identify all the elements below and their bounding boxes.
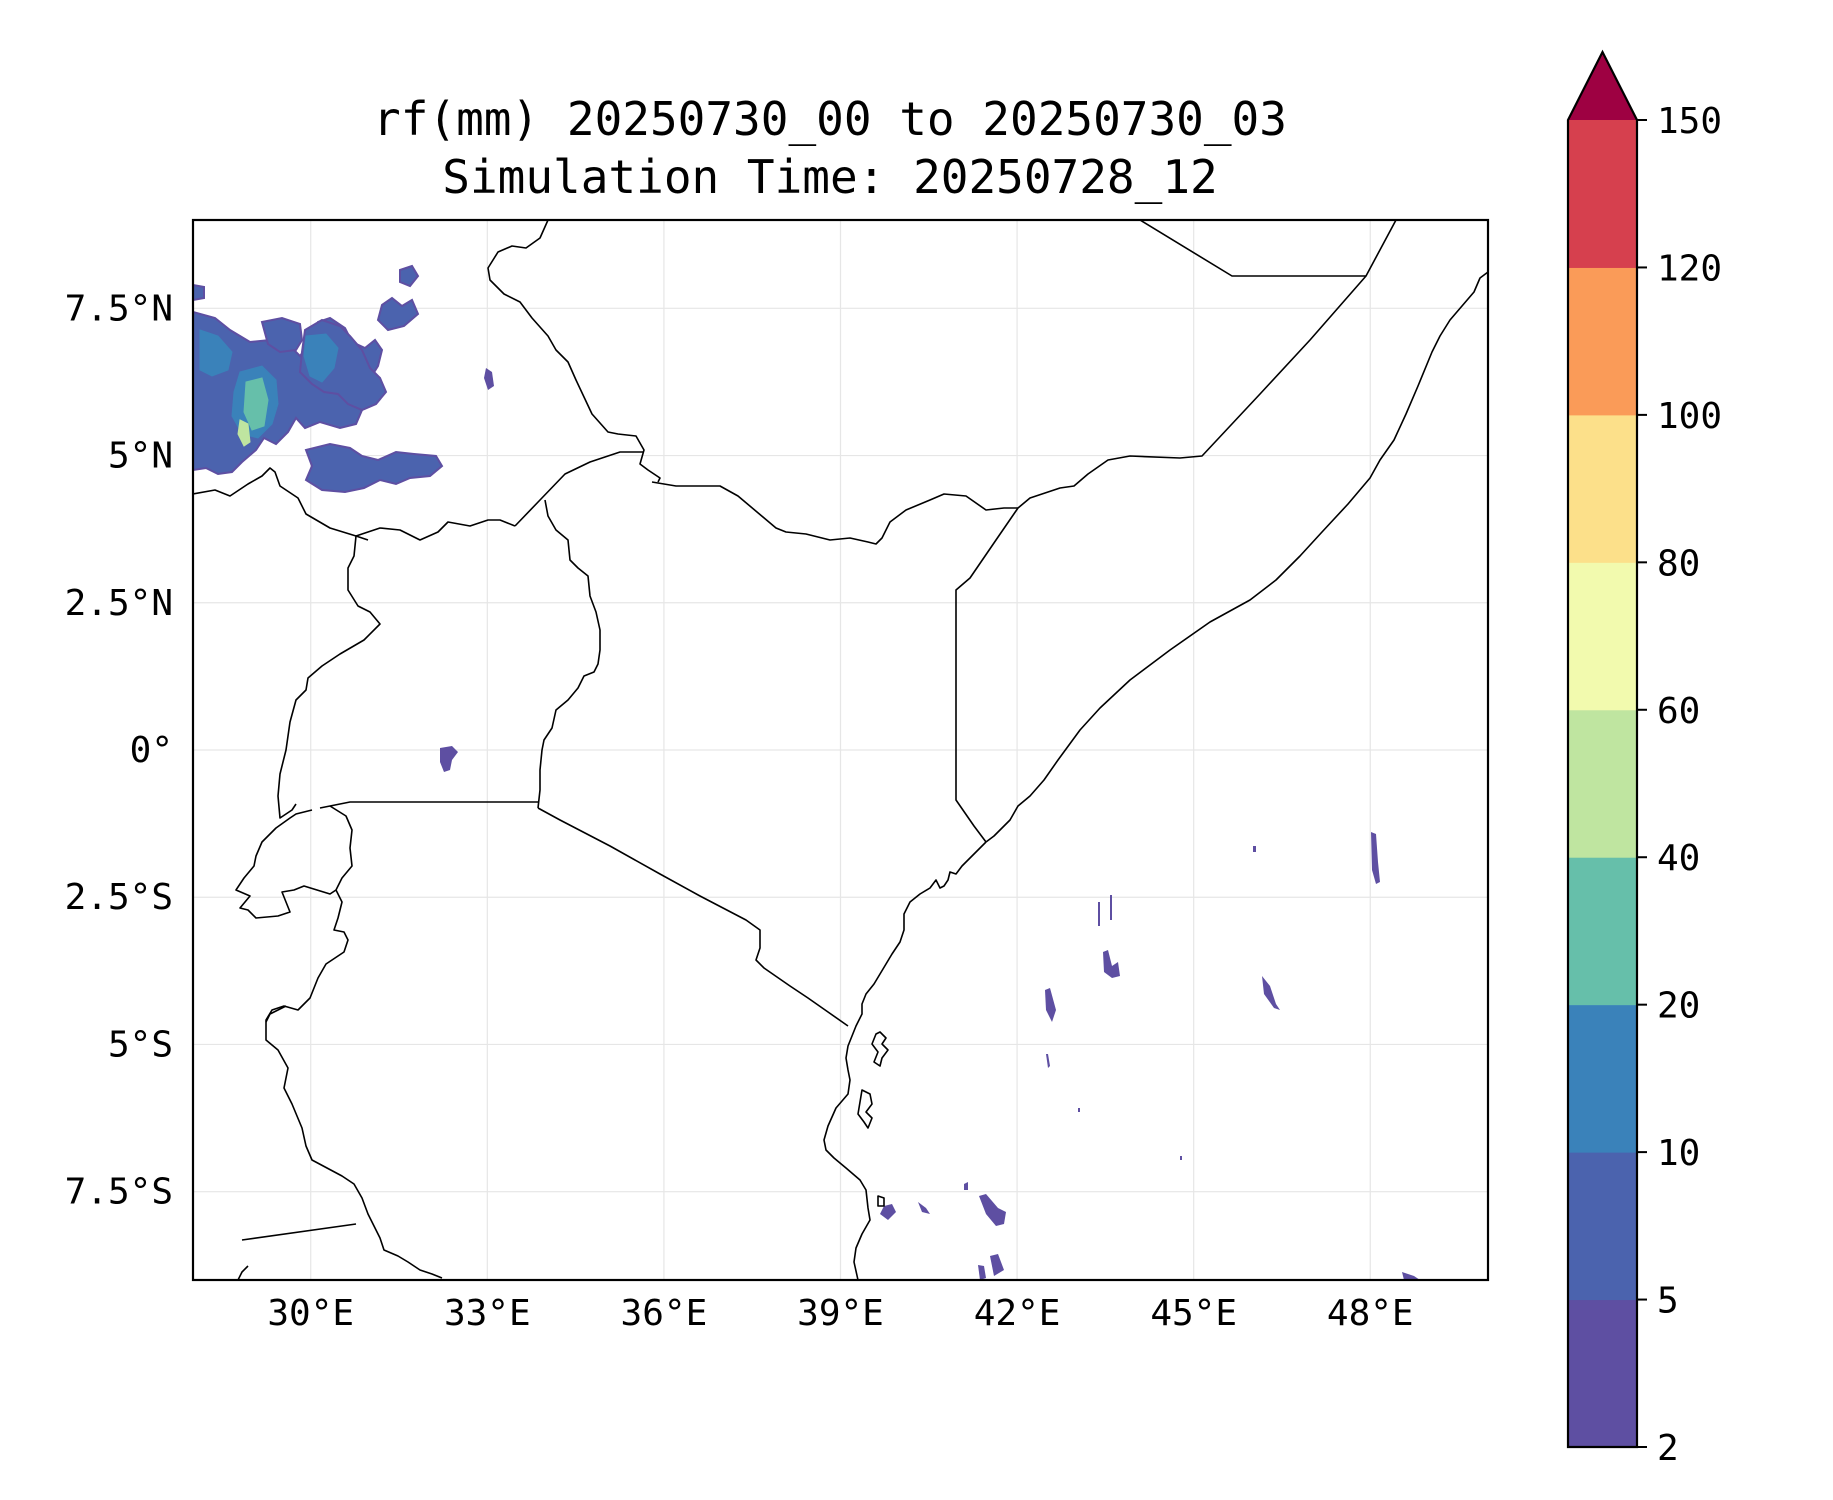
y-tick-label: 0° (130, 730, 173, 771)
y-tick-label: 5°N (108, 436, 173, 477)
colorbar-segment (1568, 1299, 1637, 1448)
x-tick-label: 33°E (444, 1293, 531, 1334)
colorbar-label: 100 (1657, 396, 1722, 437)
border-kenya-tanzania (537, 807, 849, 1027)
rain-area-south-sudan-6 (303, 333, 339, 383)
x-tick-label: 36°E (621, 1293, 708, 1334)
rain-cell-ocean-4 (1110, 895, 1112, 920)
rain-cell-ocean-5 (1098, 902, 1100, 926)
colorbar-segment (1568, 267, 1637, 416)
colorbar-segment (1568, 1152, 1637, 1301)
colorbar-segment (1568, 857, 1637, 1006)
colorbar-outline (1566, 49, 1639, 1449)
rain-cell-ocean-17 (964, 1182, 968, 1190)
rain-cell-lake-victoria (440, 746, 458, 772)
rainfall-field (193, 264, 1420, 1280)
colorbar-label: 20 (1657, 986, 1700, 1027)
rain-area-south-sudan-12 (193, 283, 205, 302)
rain-area-south-sudan-10 (376, 296, 420, 332)
coast-kenya-tanzania (823, 841, 987, 1280)
rain-cell-ocean-3 (1045, 988, 1056, 1022)
x-tick-label: 39°E (797, 1293, 884, 1334)
borders-and-coastlines (193, 220, 1488, 1280)
border-burundi-tanzania (265, 889, 443, 1279)
y-tick-label: 7.5°N (65, 288, 173, 329)
border-ethiopia-kenya (651, 481, 1018, 545)
rain-area-south-sudan-9 (304, 442, 444, 494)
title-line-2: Simulation Time: 20250728_12 (442, 150, 1217, 204)
border-tanzania-west-inner (265, 1005, 287, 1023)
rain-cell-ocean-12 (1402, 1272, 1420, 1280)
x-tick-label: 48°E (1327, 1293, 1414, 1334)
rain-cell-ocean-13 (1253, 846, 1256, 852)
rain-cell-ocean-2 (1103, 950, 1120, 978)
x-tick-label: 45°E (1150, 1293, 1237, 1334)
map-frame (191, 218, 1490, 1282)
border-tanzania-zambia (241, 1223, 357, 1241)
colorbar-segment (1568, 1004, 1637, 1153)
border-kenya-somalia (955, 507, 1019, 843)
y-tick-label: 5°S (108, 1024, 173, 1065)
rain-cell-ocean-6 (1262, 976, 1280, 1010)
y-axis-ticks: 7.5°N 5°N 2.5°N 0° 2.5°S 5°S 7.5°S (65, 288, 173, 1212)
y-tick-label: 7.5°S (65, 1172, 173, 1213)
rain-area-south-sudan-7 (243, 377, 269, 431)
map-panel: 30°E 33°E 36°E 39°E 42°E 45°E 48°E 7.5°N 5°N 2.5… (65, 218, 1490, 1334)
y-tick-label: 2.5°S (65, 877, 173, 918)
border-uganda-tanzania (319, 801, 538, 809)
border-rwanda-burundi (235, 805, 353, 919)
colorbar-segment (1568, 709, 1637, 858)
border-ethiopia-somalia (1017, 220, 1397, 509)
border-ethiopia-djibouti (1139, 220, 1366, 277)
border-ethiopia-kenya-south-sudan (514, 451, 644, 527)
rain-cell-ocean-10 (990, 1254, 1004, 1276)
rain-cell-ocean-14 (1078, 1108, 1080, 1112)
y-tick-label: 2.5°N (65, 583, 173, 624)
border-drc-south-sudan (193, 467, 369, 541)
rain-cell-ocean-9 (880, 1204, 896, 1220)
border-ethiopia-west (487, 220, 661, 483)
rain-area-south-sudan-2 (260, 316, 304, 354)
colorbar-label: 150 (1657, 101, 1722, 142)
rain-area-south-sudan-11 (399, 264, 420, 288)
colorbar-label: 60 (1657, 691, 1700, 732)
colorbar-label: 120 (1657, 248, 1722, 289)
border-southwest (237, 1265, 249, 1280)
island-mafia (877, 1195, 885, 1207)
rain-cell-ocean-7 (979, 1194, 1006, 1226)
x-axis-ticks: 30°E 33°E 36°E 39°E 42°E 45°E 48°E (267, 1293, 1413, 1334)
rain-cell-uganda-north (484, 368, 494, 390)
colorbar-label: 10 (1657, 1133, 1700, 1174)
border-uganda-drc (277, 535, 381, 819)
colorbar-segment (1568, 414, 1637, 563)
rain-cell-ocean-15 (1180, 1156, 1182, 1160)
rain-cell-ocean-16 (1046, 1054, 1050, 1068)
border-uganda-kenya (537, 499, 601, 809)
colorbar-label: 2 (1657, 1428, 1679, 1469)
rain-cell-ocean-8 (918, 1202, 930, 1214)
rain-area-south-sudan-8 (237, 419, 251, 447)
island-pemba (871, 1031, 889, 1067)
rain-cell-ocean-11 (978, 1265, 986, 1280)
colorbar-label: 80 (1657, 543, 1700, 584)
colorbar-segment (1568, 562, 1637, 711)
colorbar-segment (1568, 120, 1637, 268)
x-tick-label: 42°E (974, 1293, 1061, 1334)
coast-somalia (985, 271, 1488, 843)
border-south-sudan-uganda (355, 519, 516, 541)
colorbar: 2 5 10 20 40 60 80 100 120 150 (1566, 49, 1722, 1469)
rain-area-south-sudan-4 (199, 329, 233, 377)
rain-cell-ocean-1 (1371, 832, 1380, 884)
colorbar-extend-arrow (1568, 52, 1637, 120)
x-tick-label: 30°E (267, 1293, 354, 1334)
title-line-1: rf(mm) 20250730_00 to 20250730_03 (373, 92, 1287, 146)
island-zanzibar (857, 1089, 873, 1129)
colorbar-label: 5 (1657, 1281, 1679, 1322)
colorbar-label: 40 (1657, 838, 1700, 879)
